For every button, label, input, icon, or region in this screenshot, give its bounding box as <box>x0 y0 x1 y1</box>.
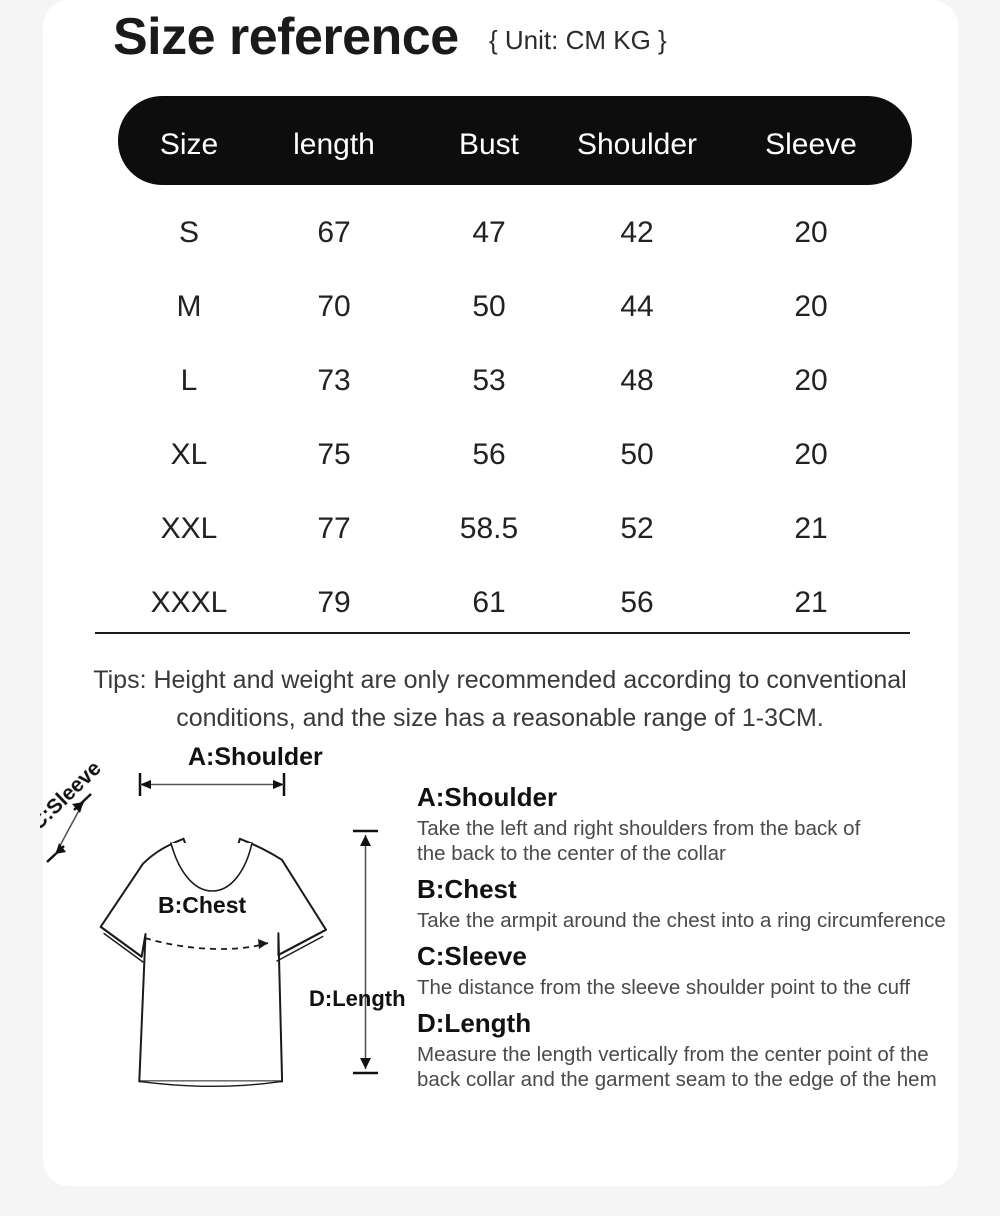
svg-text:D:Length: D:Length <box>309 986 406 1011</box>
svg-text:A:Shoulder: A:Shoulder <box>188 745 323 771</box>
svg-text:B:Chest: B:Chest <box>158 892 247 918</box>
